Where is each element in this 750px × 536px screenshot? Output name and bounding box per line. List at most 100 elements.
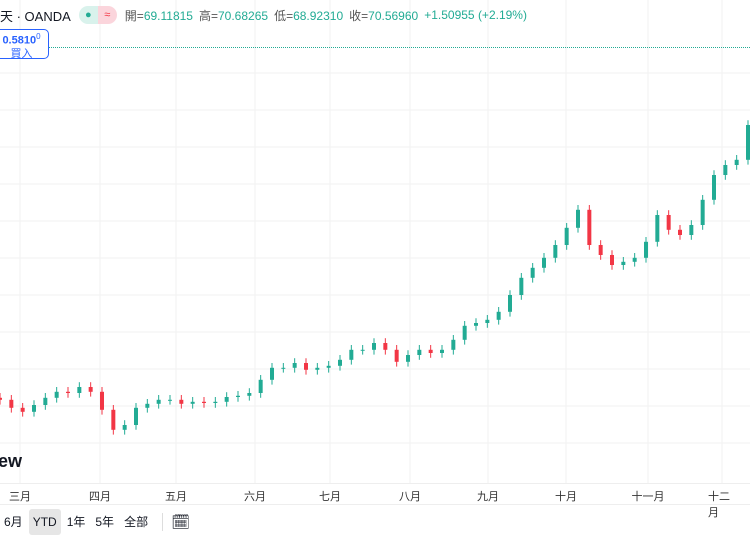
- candle-up: [32, 405, 36, 412]
- candle-down: [428, 349, 433, 353]
- candle-up: [564, 227, 569, 245]
- candle-down: [9, 399, 14, 408]
- candle-down: [598, 245, 603, 255]
- buy-button[interactable]: 0.58100 買入: [0, 29, 49, 60]
- candle-down: [202, 401, 206, 403]
- candle-up: [156, 399, 161, 404]
- candle-up: [77, 387, 82, 393]
- x-tick-label: 八月: [399, 491, 421, 503]
- candle-up: [462, 325, 467, 340]
- candle-down: [383, 343, 388, 350]
- candlestick-chart[interactable]: [0, 0, 750, 483]
- candle-up: [712, 175, 716, 200]
- candle-up: [236, 395, 240, 397]
- candle-down: [587, 209, 592, 245]
- x-tick-label: 五月: [165, 491, 187, 503]
- candle-up: [723, 165, 728, 175]
- candle-up: [440, 349, 444, 353]
- candle-up: [43, 397, 48, 405]
- go-to-date-calendar-icon[interactable]: 🗓︎: [171, 514, 191, 531]
- candle-up: [213, 401, 218, 403]
- candle-up: [576, 209, 580, 228]
- candle-up: [372, 343, 376, 350]
- range-6m[interactable]: 6月: [4, 515, 23, 529]
- candle-up: [655, 215, 660, 242]
- x-tick-label: 七月: [319, 491, 341, 503]
- candle-down: [678, 229, 682, 235]
- ohlc-low: 低=68.92310: [274, 8, 344, 23]
- candle-up: [247, 393, 252, 396]
- candle-up: [145, 403, 150, 408]
- status-pill[interactable]: ● ≈: [78, 6, 117, 24]
- candle-up: [553, 245, 558, 258]
- candle-up: [644, 241, 648, 258]
- candle-up: [519, 277, 524, 295]
- x-tick-label: 四月: [89, 491, 111, 503]
- candle-down: [66, 391, 70, 393]
- candle-down: [88, 387, 93, 392]
- candle-up: [406, 355, 410, 362]
- candle-down: [20, 407, 25, 412]
- candle-up: [632, 257, 637, 262]
- candle-up: [315, 367, 320, 370]
- approx-icon: ≈: [97, 6, 117, 24]
- ohlc-high: 高=70.68265: [198, 8, 269, 23]
- candle-up: [281, 367, 286, 369]
- candle-up: [542, 257, 546, 268]
- x-tick-label: 十一月: [631, 491, 665, 503]
- candle-up: [496, 311, 501, 320]
- candle-down: [666, 215, 671, 230]
- symbol-name[interactable]: 天 · OANDA: [0, 8, 71, 24]
- candle-up: [190, 401, 195, 404]
- candle-up: [224, 397, 229, 402]
- candle-up: [689, 225, 694, 235]
- candle-up: [417, 349, 422, 355]
- range-ytd[interactable]: YTD: [28, 509, 61, 535]
- x-tick-label: 三月: [9, 491, 31, 503]
- candle-down: [610, 255, 614, 265]
- market-open-dot-icon: ●: [78, 6, 98, 24]
- tradingview-logo[interactable]: ew: [0, 451, 23, 471]
- candle-up: [326, 365, 331, 368]
- candle-up: [700, 199, 705, 225]
- candle-up: [451, 339, 456, 350]
- candle-up: [621, 261, 626, 265]
- candle-up: [360, 349, 365, 351]
- ohlc-open: 開=69.11815: [124, 8, 193, 23]
- range-all[interactable]: 全部: [124, 515, 149, 529]
- candle-up: [508, 295, 512, 312]
- range-toolbar: 6月 YTD 1年 5年 全部 🗓︎: [0, 508, 190, 536]
- candle-up: [734, 159, 739, 165]
- price-line: [48, 47, 750, 48]
- candle-down: [394, 349, 399, 362]
- candle-up: [134, 407, 138, 425]
- x-tick-label: 十二月: [708, 491, 730, 519]
- candle-down: [0, 397, 2, 400]
- range-5y[interactable]: 5年: [95, 515, 115, 529]
- candle-up: [292, 363, 297, 368]
- candle-up: [338, 359, 342, 366]
- time-axis[interactable]: 三月 四月 五月 六月 七月 八月 九月 十月 十一月 十二月: [0, 483, 750, 519]
- candle-up: [54, 391, 59, 398]
- candle-up: [530, 267, 535, 278]
- candle-down: [304, 363, 308, 370]
- candle-down: [179, 399, 184, 404]
- candle-up: [168, 399, 172, 401]
- candle-up: [122, 425, 127, 430]
- candle-up: [349, 349, 354, 360]
- candle-up: [485, 319, 490, 323]
- candle-down: [100, 391, 104, 410]
- price-change: +1.50955 (+2.19%): [424, 8, 527, 22]
- toolbar-divider: [162, 513, 164, 531]
- x-tick-label: 十月: [555, 491, 577, 503]
- candle-up: [746, 125, 750, 160]
- x-tick-label: 九月: [477, 491, 499, 503]
- candle-up: [258, 379, 263, 393]
- legend-header: 天 · OANDA ● ≈ 開=69.11815 高=70.68265 低=68…: [0, 4, 527, 26]
- candle-up: [270, 367, 274, 380]
- range-1y[interactable]: 1年: [66, 515, 86, 529]
- x-tick-label: 六月: [244, 491, 266, 503]
- candle-down: [111, 409, 116, 430]
- ohlc-close: 收=70.56960: [349, 8, 419, 23]
- candle-up: [474, 323, 478, 326]
